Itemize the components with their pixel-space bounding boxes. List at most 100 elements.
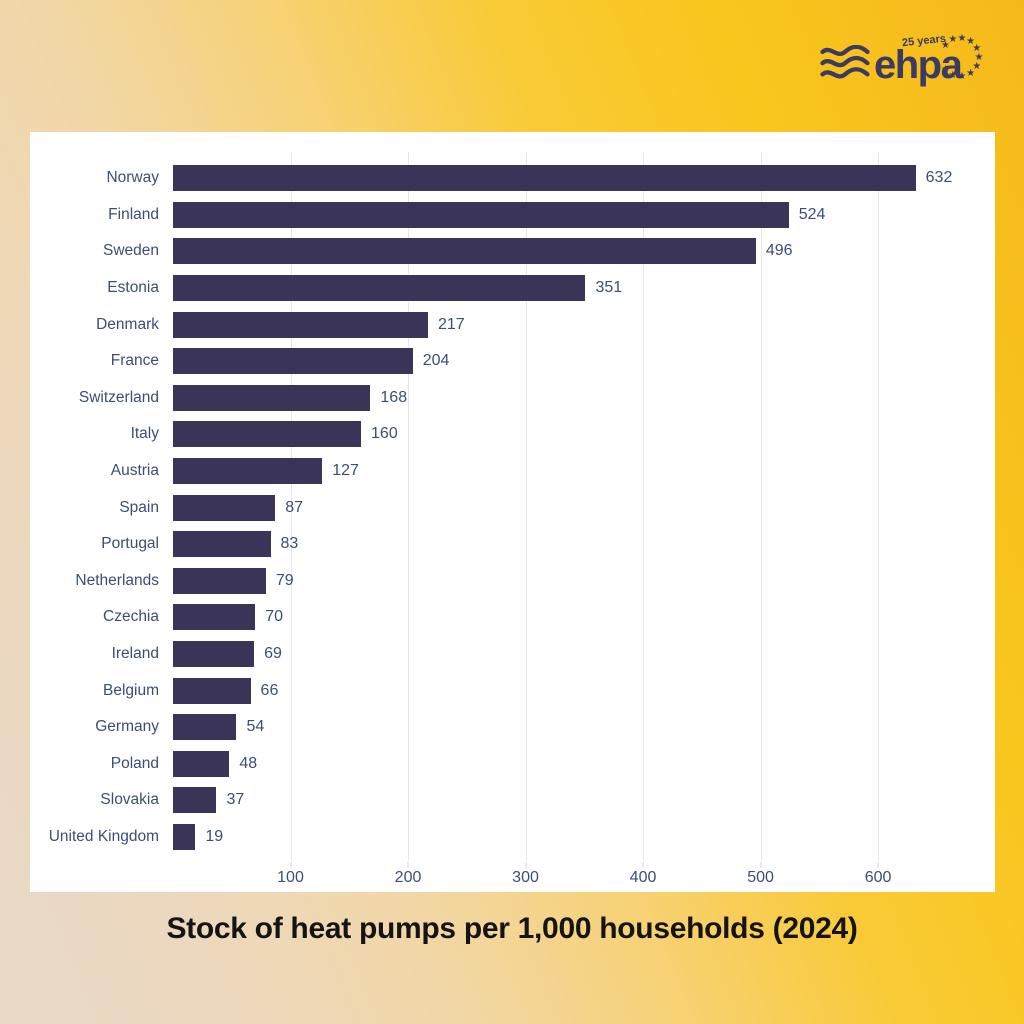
country-label: Netherlands <box>75 571 159 589</box>
axis-tick <box>407 862 409 868</box>
star-icon: ★ <box>966 36 976 48</box>
bar-row: Denmark 217 <box>30 306 995 343</box>
bar-track: 66 <box>173 677 985 704</box>
axis-tick-label: 600 <box>864 869 892 886</box>
bar-value-label: 66 <box>260 681 279 699</box>
bar-track: 48 <box>173 750 985 777</box>
bar-track: 160 <box>173 421 985 448</box>
bar-value-label: 127 <box>332 462 359 480</box>
bar-value-label: 496 <box>765 242 793 260</box>
bar <box>173 384 371 411</box>
country-label: Spain <box>119 498 159 516</box>
country-label: United Kingdom <box>48 827 159 845</box>
country-label: Finland <box>108 205 159 223</box>
bar <box>173 238 756 265</box>
bar-track: 632 <box>173 165 985 192</box>
waves-icon <box>820 45 870 79</box>
country-label: Denmark <box>96 315 159 333</box>
bar-track: 204 <box>173 348 985 375</box>
star-icon: ★ <box>972 60 982 72</box>
axis-tick-label: 300 <box>512 869 539 886</box>
axis-tick-label: 200 <box>394 869 422 886</box>
bar-value-label: 351 <box>595 279 623 297</box>
gridline <box>760 152 762 860</box>
bar <box>173 677 251 704</box>
bar-row: Finland 524 <box>30 197 995 234</box>
bar-row: Norway 632 <box>30 160 995 197</box>
bar-track: 54 <box>173 714 985 741</box>
bar-value-label: 524 <box>798 205 826 223</box>
bar-row: Estonia 351 <box>30 270 995 307</box>
bar-track: 524 <box>173 201 985 228</box>
bar-value-label: 79 <box>275 571 294 589</box>
bar-value-label: 160 <box>371 425 398 443</box>
bar-track: 351 <box>173 275 985 302</box>
bar-row: Austria 127 <box>30 453 995 490</box>
axis-tick-label: 500 <box>747 869 774 886</box>
country-label: Switzerland <box>78 388 159 406</box>
bar-row: Ireland 69 <box>30 636 995 673</box>
bar-value-label: 168 <box>380 388 408 406</box>
country-label: France <box>110 352 159 370</box>
axis-tick-label: 400 <box>629 869 657 886</box>
axis-tick <box>290 862 291 868</box>
bar-row: Poland 48 <box>30 746 995 783</box>
bar-value-label: 217 <box>437 315 465 333</box>
bar-row: France 204 <box>30 343 995 380</box>
bar <box>173 348 413 375</box>
bar-track: 37 <box>173 787 985 814</box>
country-label: Slovakia <box>100 791 159 809</box>
star-icon: ★ <box>940 64 950 76</box>
star-icon: ★ <box>966 67 976 79</box>
bar-value-label: 632 <box>925 169 953 187</box>
bar-track: 217 <box>173 311 985 338</box>
bar-value-label: 204 <box>422 352 450 370</box>
bar <box>173 165 916 192</box>
gridline <box>643 152 645 860</box>
bar-track: 19 <box>173 823 985 850</box>
bar-row: Spain 87 <box>30 489 995 526</box>
axis-tick <box>760 862 762 868</box>
chart-title: Stock of heat pumps per 1,000 households… <box>166 912 858 945</box>
gridline <box>878 152 880 860</box>
country-label: Belgium <box>103 681 159 699</box>
logo-brand-text: ehpa <box>874 43 963 87</box>
bar-row: Switzerland 168 <box>30 380 995 417</box>
bar-row: Italy 160 <box>30 416 995 453</box>
chart-panel: Norway 632 Finland 524 Sweden 496 Estonia 351 De… <box>30 132 995 892</box>
plot-area: Norway 632 Finland 524 Sweden 496 Estonia 351 De… <box>30 152 995 892</box>
country-label: Czechia <box>103 608 159 626</box>
bar-value-label: 19 <box>205 827 224 845</box>
country-label: Norway <box>106 169 159 187</box>
gridline <box>290 152 292 860</box>
country-label: Ireland <box>111 645 159 663</box>
bar <box>173 604 256 631</box>
bar-track: 87 <box>173 494 985 521</box>
bar-row: Czechia 70 <box>30 599 995 636</box>
axis-tick <box>642 862 644 868</box>
bar <box>173 421 362 448</box>
country-label: Germany <box>95 718 159 736</box>
country-label: Portugal <box>101 535 159 553</box>
bar-row: United Kingdom 19 <box>30 819 995 856</box>
country-label: Austria <box>110 462 159 480</box>
bar-track: 168 <box>173 384 985 411</box>
bar <box>173 641 255 668</box>
bar <box>173 823 196 850</box>
axis-tick-label: 100 <box>277 869 304 886</box>
bar <box>173 311 428 338</box>
bar-track: 83 <box>173 531 985 558</box>
country-label: Sweden <box>102 242 159 260</box>
star-icon: ★ <box>940 39 950 51</box>
axis-tick <box>525 862 527 868</box>
bar-row: Netherlands 79 <box>30 563 995 600</box>
bar-track: 496 <box>173 238 985 265</box>
bar-track: 127 <box>173 458 985 485</box>
bar <box>173 275 586 302</box>
gridline <box>525 152 527 860</box>
gridlines <box>173 152 985 860</box>
bar-value-label: 69 <box>264 645 282 663</box>
bar-value-label: 87 <box>285 498 304 516</box>
bar <box>173 201 789 228</box>
gridline <box>408 152 410 860</box>
